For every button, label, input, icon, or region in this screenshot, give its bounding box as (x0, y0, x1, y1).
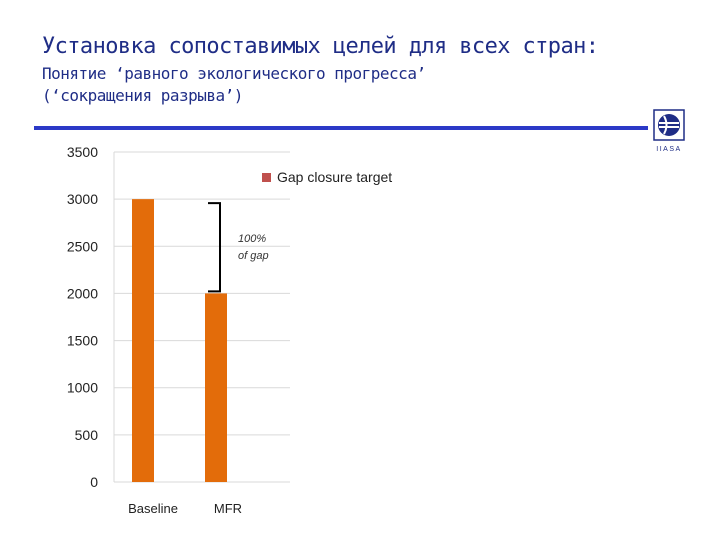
x-axis-categories: Baseline MFR (128, 501, 242, 516)
y-tick-label: 0 (90, 474, 98, 490)
gap-annotation-line2: of gap (238, 250, 269, 262)
page-subtitle-line2: (‘сокращения разрыва’) (42, 86, 243, 105)
iiasa-logo: IIASA (653, 109, 685, 153)
gap-annotation-line1: 100% (238, 233, 266, 245)
logo-text: IIASA (656, 146, 681, 153)
legend-swatch (262, 173, 271, 182)
x-category-label: Baseline (128, 501, 178, 516)
page-title: Установка сопоставимых целей для всех ст… (42, 34, 599, 59)
y-axis-ticks: 0 500 1000 1500 2000 2500 3000 3500 (67, 144, 98, 490)
gap-bracket (208, 202, 221, 293)
bar-mfr (205, 293, 227, 482)
y-tick-label: 3000 (67, 191, 98, 207)
header-rule (34, 126, 648, 130)
y-tick-label: 3500 (67, 144, 98, 160)
y-tick-label: 1500 (67, 333, 98, 349)
y-tick-label: 2000 (67, 285, 98, 301)
y-tick-label: 2500 (67, 238, 98, 254)
chart-bars (132, 199, 227, 482)
chart-legend: Gap closure target (262, 169, 392, 185)
legend-label: Gap closure target (277, 169, 392, 185)
bar-baseline (132, 199, 154, 482)
x-category-label: MFR (214, 501, 242, 516)
gap-bracket-path (208, 202, 221, 293)
globe-icon (658, 114, 680, 136)
page-subtitle-line1: Понятие ‘равного экологического прогресс… (42, 64, 426, 83)
y-tick-label: 1000 (67, 380, 98, 396)
y-tick-label: 500 (75, 427, 99, 443)
